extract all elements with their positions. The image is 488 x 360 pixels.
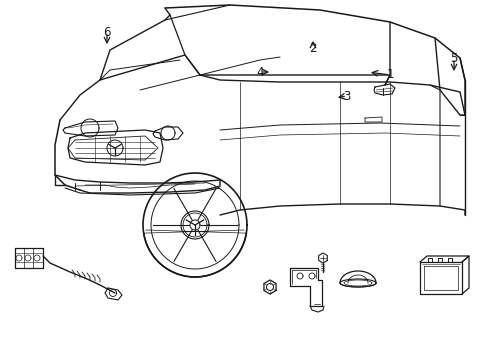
- Text: 5: 5: [449, 51, 457, 64]
- Text: 4: 4: [256, 66, 263, 78]
- Text: 6: 6: [103, 26, 110, 39]
- Text: 2: 2: [308, 41, 316, 54]
- Text: 3: 3: [343, 90, 350, 103]
- Text: 1: 1: [386, 68, 393, 81]
